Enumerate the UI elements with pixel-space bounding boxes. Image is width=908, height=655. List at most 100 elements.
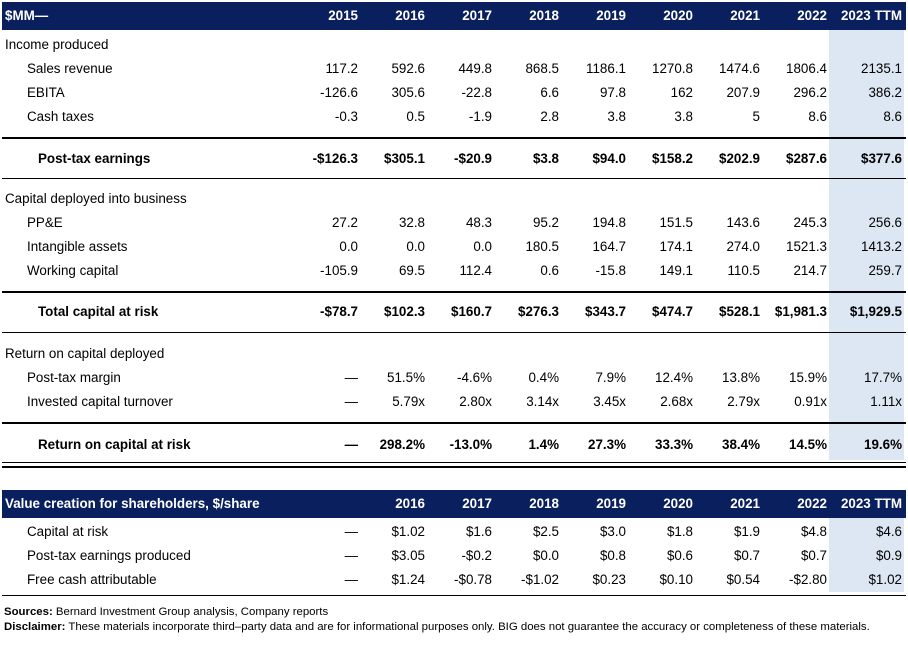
cell: $1.02 — [868, 572, 902, 587]
cell: — — [344, 572, 358, 587]
header-year: 2019 — [596, 8, 626, 23]
cell: 449.8 — [458, 61, 492, 76]
cell: 112.4 — [459, 263, 492, 278]
cell: 17.7% — [864, 370, 902, 385]
row-label: Invested capital turnover — [27, 394, 173, 409]
cell: 0.91x — [794, 394, 827, 409]
cell: $1.9 — [733, 524, 760, 539]
cell: 8.6 — [883, 109, 902, 124]
header-year: 2017 — [462, 8, 492, 23]
header-year: 2021 — [730, 496, 760, 511]
cell: 1413.2 — [861, 239, 902, 254]
cell: $0.7 — [800, 548, 827, 563]
row-label: Post-tax margin — [27, 370, 121, 385]
cell: $0.7 — [733, 548, 760, 563]
total-cell: $343.7 — [585, 304, 626, 319]
table-row: Free cash attributable — $1.24 -$0.78 -$… — [2, 568, 906, 592]
table-row: Cash taxes -0.3 0.5 -1.9 2.8 3.8 3.8 5 8… — [2, 105, 906, 129]
cell: 256.6 — [868, 215, 902, 230]
cell: $2.5 — [532, 524, 559, 539]
section-title-row: Return on capital deployed — [2, 342, 906, 366]
cell: -4.6% — [457, 370, 492, 385]
header-year: 2022 — [797, 496, 827, 511]
ttm-column-shade — [829, 30, 904, 460]
total-cell: $94.0 — [592, 151, 626, 166]
table-row: Post-tax earnings produced — $3.05 -$0.2… — [2, 544, 906, 568]
total-cell: -$126.3 — [312, 151, 358, 166]
table-row: Invested capital turnover — 5.79x 2.80x … — [2, 390, 906, 414]
cell: 110.5 — [727, 263, 760, 278]
footnotes: Sources: Bernard Investment Group analys… — [4, 605, 904, 635]
cell: $4.8 — [800, 524, 827, 539]
row-label: Cash taxes — [27, 109, 94, 124]
cell: -$0.2 — [461, 548, 492, 563]
cell: 8.6 — [808, 109, 827, 124]
total-label: Return on capital at risk — [38, 437, 191, 452]
double-rule-bottom — [2, 466, 906, 468]
total-cell: $377.6 — [861, 151, 902, 166]
capital-section: Capital deployed into business PP&E 27.2… — [2, 187, 906, 283]
header-year: 2019 — [596, 496, 626, 511]
header-year: 2016 — [395, 496, 425, 511]
ttm-column-shade-value — [829, 518, 904, 592]
table-row: EBITA -126.6 305.6 -22.8 6.6 97.8 162 20… — [2, 81, 906, 105]
row-label: Sales revenue — [27, 61, 113, 76]
cell: 274.0 — [726, 239, 760, 254]
cell: $0.23 — [592, 572, 626, 587]
row-label: PP&E — [27, 215, 63, 230]
disclaimer-line: Disclaimer: These materials incorporate … — [4, 620, 904, 635]
header-year: 2015 — [328, 8, 358, 23]
table-row: Post-tax margin — 51.5% -4.6% 0.4% 7.9% … — [2, 366, 906, 390]
section-title: Income produced — [5, 37, 109, 52]
bottom-rule — [2, 595, 906, 596]
header-label: $MM— — [5, 8, 49, 23]
income-total: Post-tax earnings -$126.3 $305.1 -$20.9 … — [2, 147, 906, 171]
cell: 180.5 — [525, 239, 559, 254]
cell: -1.9 — [468, 109, 492, 124]
section-title-row: Capital deployed into business — [2, 187, 906, 211]
cell: 1474.6 — [719, 61, 760, 76]
header-year: 2020 — [663, 496, 693, 511]
table-row: Sales revenue 117.2 592.6 449.8 868.5 11… — [2, 57, 906, 81]
table-row: Intangible assets 0.0 0.0 0.0 180.5 164.… — [2, 235, 906, 259]
total-label: Total capital at risk — [38, 304, 159, 319]
cell: $4.6 — [875, 524, 902, 539]
cell: -105.9 — [320, 263, 358, 278]
cell: -$0.78 — [454, 572, 492, 587]
cell: 13.8% — [722, 370, 760, 385]
total-cell: $202.9 — [719, 151, 760, 166]
cell: 245.3 — [793, 215, 827, 230]
total-cell: — — [344, 437, 358, 452]
cell: $1.02 — [391, 524, 425, 539]
header-year: 2018 — [529, 496, 559, 511]
cell: 12.4% — [655, 370, 693, 385]
row-label: Capital at risk — [27, 524, 109, 539]
total-cell: $3.8 — [532, 151, 559, 166]
rule-line — [2, 332, 906, 333]
total-row: Return on capital at risk — 298.2% -13.0… — [2, 433, 906, 457]
header-year: 2021 — [730, 8, 760, 23]
cell: 97.8 — [599, 85, 626, 100]
total-cell: 19.6% — [864, 437, 902, 452]
cell: $0.10 — [659, 572, 693, 587]
total-cell: 38.4% — [722, 437, 760, 452]
cell: 151.5 — [659, 215, 693, 230]
returns-total: Return on capital at risk — 298.2% -13.0… — [2, 433, 906, 457]
table-header-row: $MM— 2015 2016 2017 2018 2019 2020 2021 … — [2, 2, 906, 30]
cell: 0.0 — [473, 239, 492, 254]
sources-text: Bernard Investment Group analysis, Compa… — [52, 606, 329, 618]
value-table: Value creation for shareholders, $/share… — [2, 490, 906, 518]
cell: 48.3 — [465, 215, 492, 230]
value-section: Capital at risk — $1.02 $1.6 $2.5 $3.0 $… — [2, 520, 906, 592]
cell: 2.80x — [459, 394, 492, 409]
cell: 207.9 — [726, 85, 760, 100]
cell: 1521.3 — [786, 239, 827, 254]
cell: — — [344, 524, 358, 539]
cell: 15.9% — [789, 370, 827, 385]
cell: 2.79x — [727, 394, 760, 409]
cell: $0.8 — [599, 548, 626, 563]
total-cell: $528.1 — [719, 304, 760, 319]
cell: 162 — [670, 85, 693, 100]
row-label: Post-tax earnings produced — [27, 548, 191, 563]
cell: $0.54 — [726, 572, 760, 587]
